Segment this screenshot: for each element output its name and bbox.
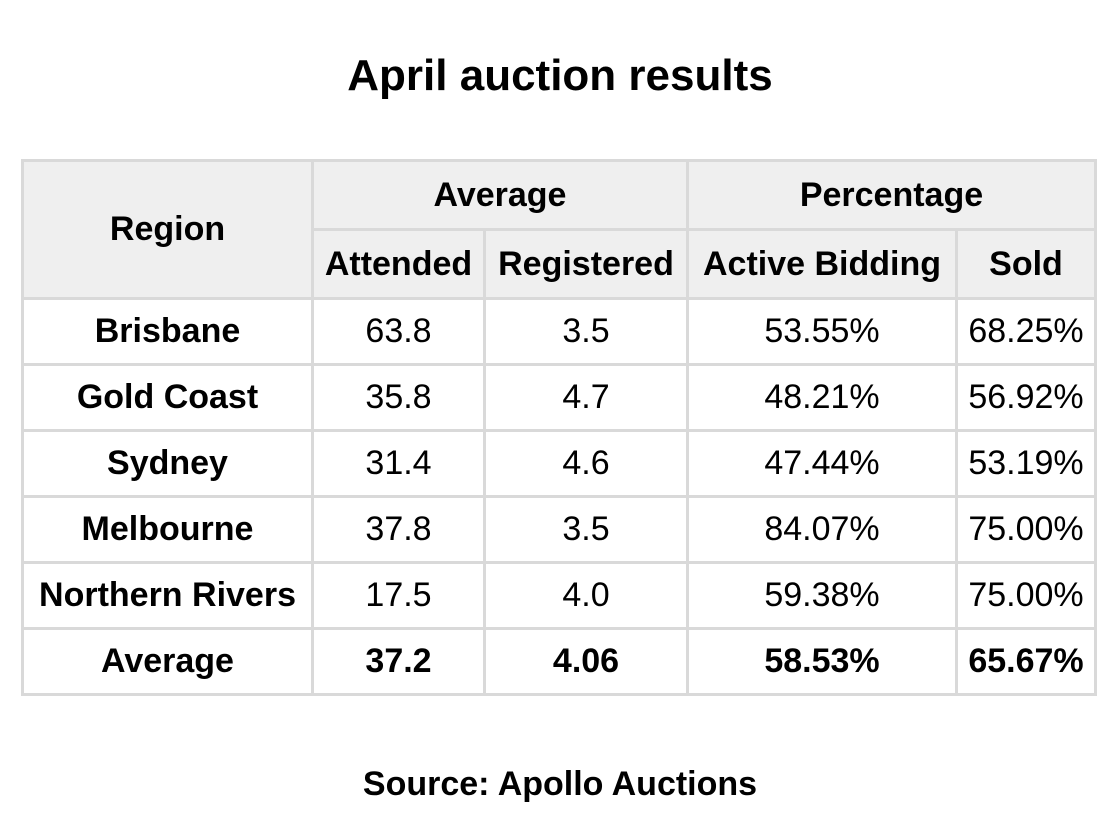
region-cell: Gold Coast xyxy=(21,363,314,432)
active-bidding-cell: 59.38% xyxy=(686,561,958,630)
active-bidding-cell: 48.21% xyxy=(686,363,958,432)
sold-cell: 68.25% xyxy=(955,297,1097,366)
header-attended: Attended xyxy=(311,228,486,300)
registered-cell: 4.6 xyxy=(483,429,689,498)
attended-cell: 37.8 xyxy=(311,495,486,564)
header-group-percentage: Percentage xyxy=(686,159,1097,231)
sold-cell: 53.19% xyxy=(955,429,1097,498)
header-active-bidding: Active Bidding xyxy=(686,228,958,300)
source-caption: Source: Apollo Auctions xyxy=(362,765,758,803)
header-registered: Registered xyxy=(483,228,689,300)
region-cell: Sydney xyxy=(21,429,314,498)
table-row: Melbourne 37.8 3.5 84.07% 75.00% xyxy=(21,495,1097,564)
header-region: Region xyxy=(21,159,314,300)
table-row: Northern Rivers 17.5 4.0 59.38% 75.00% xyxy=(21,561,1097,630)
average-active-bidding-cell: 58.53% xyxy=(686,627,958,696)
table-row: Brisbane 63.8 3.5 53.55% 68.25% xyxy=(21,297,1097,366)
attended-cell: 17.5 xyxy=(311,561,486,630)
table-row: Gold Coast 35.8 4.7 48.21% 56.92% xyxy=(21,363,1097,432)
auction-results-table: Region Average Percentage Attended Regis… xyxy=(21,159,1097,696)
sold-cell: 75.00% xyxy=(955,561,1097,630)
sold-cell: 56.92% xyxy=(955,363,1097,432)
region-cell: Melbourne xyxy=(21,495,314,564)
average-row: Average 37.2 4.06 58.53% 65.67% xyxy=(21,627,1097,696)
region-cell: Brisbane xyxy=(21,297,314,366)
attended-cell: 63.8 xyxy=(311,297,486,366)
attended-cell: 35.8 xyxy=(311,363,486,432)
table-row: Sydney 31.4 4.6 47.44% 53.19% xyxy=(21,429,1097,498)
average-registered-cell: 4.06 xyxy=(483,627,689,696)
attended-cell: 31.4 xyxy=(311,429,486,498)
sold-cell: 75.00% xyxy=(955,495,1097,564)
active-bidding-cell: 84.07% xyxy=(686,495,958,564)
header-group-average: Average xyxy=(311,159,689,231)
header-sold: Sold xyxy=(955,228,1097,300)
average-attended-cell: 37.2 xyxy=(311,627,486,696)
registered-cell: 3.5 xyxy=(483,297,689,366)
average-label-cell: Average xyxy=(21,627,314,696)
active-bidding-cell: 47.44% xyxy=(686,429,958,498)
page-title: April auction results xyxy=(347,51,773,100)
active-bidding-cell: 53.55% xyxy=(686,297,958,366)
average-sold-cell: 65.67% xyxy=(955,627,1097,696)
region-cell: Northern Rivers xyxy=(21,561,314,630)
registered-cell: 4.7 xyxy=(483,363,689,432)
registered-cell: 3.5 xyxy=(483,495,689,564)
registered-cell: 4.0 xyxy=(483,561,689,630)
